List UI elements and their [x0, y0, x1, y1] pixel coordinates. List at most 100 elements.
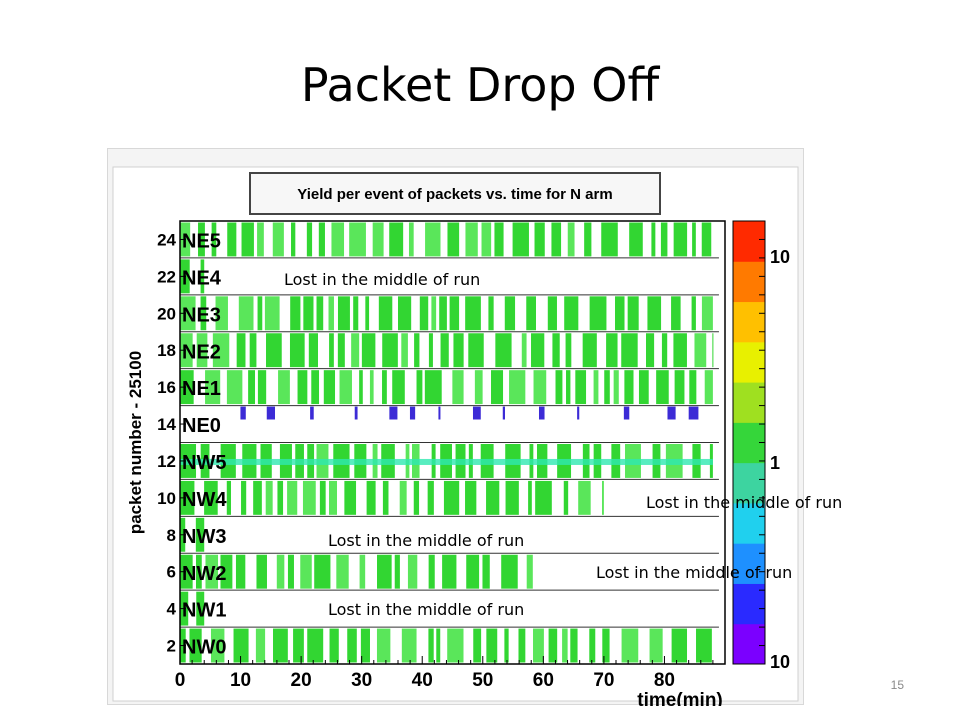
palette-segment — [733, 221, 765, 262]
heatmap-cell — [180, 554, 193, 589]
heatmap-cell — [300, 554, 312, 589]
x-tick-label: 40 — [412, 670, 433, 691]
heatmap-cell — [198, 222, 205, 257]
x-tick-label: 20 — [291, 670, 312, 691]
heatmap-cell — [215, 296, 228, 331]
heatmap-cell — [701, 222, 712, 257]
heatmap-cell — [196, 333, 208, 368]
heatmap-cell — [236, 333, 246, 368]
heatmap-cell — [397, 296, 412, 331]
heatmap-cell — [562, 628, 568, 663]
heatmap-cell — [606, 333, 618, 368]
heatmap-cell — [377, 554, 392, 589]
heatmap-cell — [389, 406, 398, 420]
heatmap-cell — [316, 296, 324, 331]
palette-segment — [733, 261, 765, 303]
heatmap-cell — [428, 628, 434, 663]
x-axis-label: time(min) — [637, 690, 723, 706]
heatmap-svg: Yield per event of packets vs. time for … — [112, 166, 799, 706]
heatmap-cell — [577, 406, 580, 420]
heatmap-cell — [538, 406, 545, 420]
heatmap-cell — [353, 296, 359, 331]
heatmap-cell — [473, 628, 482, 663]
heatmap-cell — [427, 480, 434, 515]
heatmap-cell — [266, 406, 276, 420]
heatmap-cell — [671, 628, 688, 663]
heatmap-cell — [570, 628, 578, 663]
heatmap-cell — [638, 370, 649, 405]
heatmap-cell — [582, 333, 597, 368]
heatmap-cell — [212, 333, 230, 368]
heatmap-cell — [297, 370, 308, 405]
heatmap-cell — [291, 222, 296, 257]
heatmap-cell — [389, 222, 404, 257]
heatmap-cell — [671, 296, 681, 331]
heatmap-cell — [308, 333, 319, 368]
row-label: NW3 — [182, 526, 226, 548]
heatmap-cell — [205, 370, 221, 405]
y-tick-label: 20 — [157, 304, 176, 323]
heatmap-cell — [623, 406, 630, 420]
y-tick-label: 10 — [157, 489, 176, 508]
heatmap-cell — [401, 333, 408, 368]
heatmap-cell — [521, 333, 527, 368]
heatmap-cell — [674, 370, 685, 405]
y-tick-label: 2 — [167, 637, 176, 656]
heatmap-cell — [241, 222, 254, 257]
heatmap-cell — [382, 480, 389, 515]
annotation-nw1-lost: Lost in the middle of run — [328, 600, 525, 619]
heatmap-cell — [528, 480, 532, 515]
heatmap-cell — [378, 296, 393, 331]
heatmap-cell — [227, 222, 237, 257]
heatmap-cell — [649, 628, 663, 663]
heatmap-cell — [535, 480, 552, 515]
heatmap-cell — [465, 222, 478, 257]
heatmap-cell — [627, 296, 639, 331]
heatmap-cell — [241, 480, 247, 515]
heatmap-cell — [566, 370, 571, 405]
heatmap-cell — [442, 554, 457, 589]
heatmap-cell — [248, 370, 256, 405]
heatmap-cell — [563, 480, 569, 515]
heatmap-cell — [238, 296, 254, 331]
heatmap-cell — [359, 370, 363, 405]
heatmap-cell — [394, 554, 400, 589]
annotation-nw2-lost: Lost in the middle of run — [596, 563, 793, 582]
page-number: 15 — [890, 678, 904, 692]
heatmap-cell — [624, 370, 634, 405]
heatmap-cell — [589, 628, 596, 663]
heatmap-cell — [526, 296, 537, 331]
heatmap-cell — [531, 333, 545, 368]
y-tick-label: 6 — [167, 563, 176, 582]
heatmap-cell — [351, 333, 360, 368]
heatmap-cell — [257, 296, 263, 331]
heatmap-cell — [486, 480, 500, 515]
heatmap-cell — [472, 406, 481, 420]
heatmap-cell — [366, 480, 376, 515]
row-label: NE5 — [182, 231, 221, 253]
palette-segment — [733, 583, 765, 625]
heatmap-cell — [303, 296, 314, 331]
heatmap-cell — [504, 628, 509, 663]
heatmap-cell — [264, 296, 280, 331]
heatmap-cell — [349, 222, 366, 257]
heatmap-cell — [253, 480, 262, 515]
heatmap-cell — [329, 333, 334, 368]
heatmap-cell — [466, 554, 480, 589]
heatmap-cell — [481, 222, 492, 257]
palette-segment — [733, 341, 765, 383]
palette-segment — [733, 462, 765, 504]
heatmap-cell — [369, 370, 374, 405]
heatmap-cell — [447, 222, 460, 257]
palette-segment — [733, 502, 765, 544]
heatmap-cell — [547, 296, 557, 331]
heatmap-cell — [494, 222, 504, 257]
row-label: NW0 — [182, 637, 226, 659]
heatmap-cell — [488, 296, 494, 331]
heatmap-cell — [249, 333, 257, 368]
heatmap-cell — [302, 480, 316, 515]
heatmap-cell — [428, 333, 433, 368]
heatmap-cell — [226, 370, 243, 405]
heatmap-cell — [336, 554, 349, 589]
heatmap-cell — [376, 628, 391, 663]
